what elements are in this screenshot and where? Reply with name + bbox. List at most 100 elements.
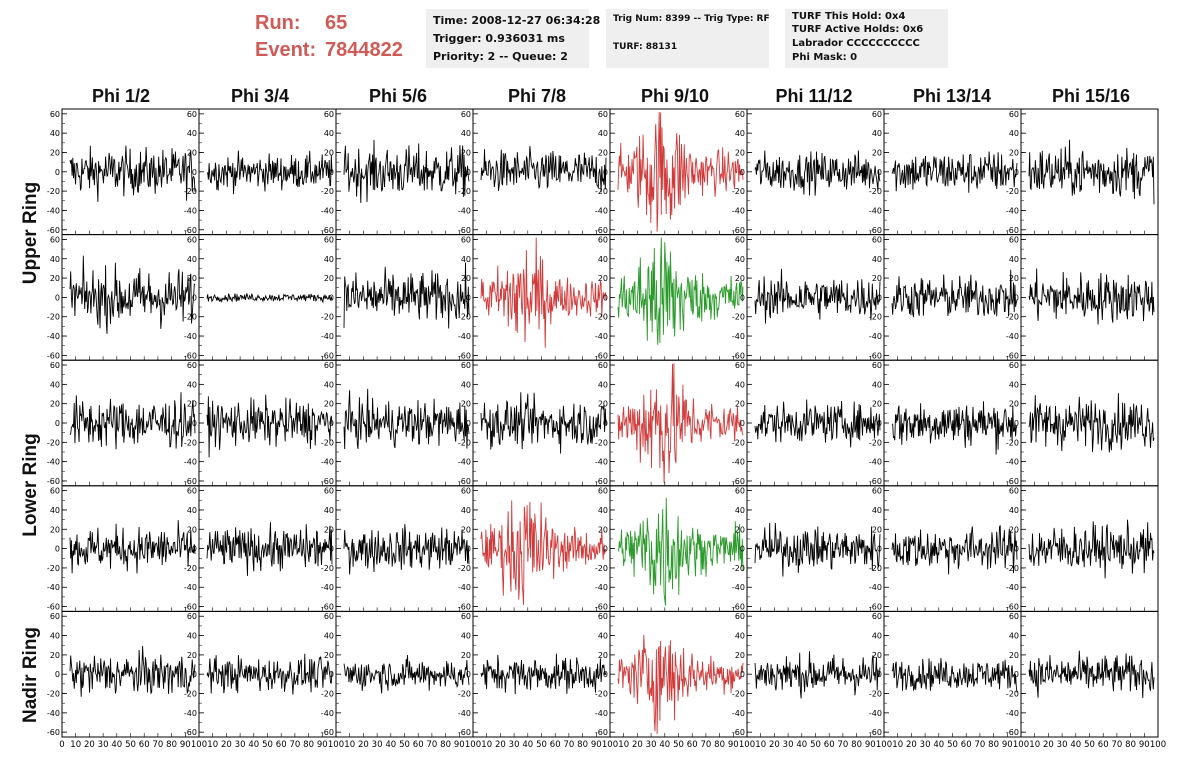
x-tick-label: 30 [1057,740,1068,750]
x-tick-label: 30 [235,740,246,750]
panel-frame [609,610,748,738]
x-tick-label: 80 [714,740,725,750]
y-tick-label: 40 [50,380,60,389]
waveform-panel: 60 40 20 0 -20 -40 -60 [321,108,474,236]
waveform-panel: 60 40 20 0 -20 -40 -60 [869,234,1022,361]
y-tick-label: -60 [595,477,608,486]
time-text: Time: 2008-12-27 06:34:28 [433,14,601,27]
turf-active-holds-text: TURF Active Holds: 0x6 [792,24,924,35]
x-tick-label: 100 [465,740,481,750]
y-tick-label: -60 [869,226,882,235]
waveform-trace [1028,139,1155,205]
y-tick-label: -40 [321,709,334,718]
y-tick-label: -60 [184,351,197,360]
y-tick-label: 0 [192,419,197,428]
x-tick-label: 10 [344,740,355,750]
x-tick-label: 40 [522,740,533,750]
y-tick-label: 0 [1014,419,1019,428]
y-tick-label: 40 [187,380,197,389]
y-tick-label: -60 [458,477,471,486]
y-tick-label: -20 [458,690,471,699]
waveform-trace [617,111,744,232]
waveform-panel: 60 40 20 0 -20 -40 -60 [458,108,611,236]
y-tick-label: -40 [458,458,471,467]
y-tick-label: -60 [1006,226,1019,235]
y-tick-label: 0 [1014,670,1019,679]
waveform-trace [343,139,470,203]
trigger-info-box: Trig Num: 8399 -- Trig Type: RF TURF: 88… [606,9,770,68]
y-tick-label: 40 [324,632,334,641]
y-tick-label: 40 [735,255,745,264]
panel-frame [198,610,337,738]
y-tick-label: 40 [187,129,197,138]
x-tick-label: 100 [191,740,207,750]
y-tick-label: 60 [1009,612,1019,621]
y-tick-label: 20 [187,148,197,157]
x-tick-label: 100 [328,740,344,750]
y-tick-label: 40 [872,506,882,515]
y-tick-label: -20 [47,438,60,447]
x-tick-label: 80 [303,740,314,750]
waveform-panel: 60 40 20 0 -20 -40 -60 [458,234,611,361]
y-tick-label: 0 [466,545,471,554]
y-tick-label: -60 [732,226,745,235]
y-tick-label: 60 [1009,235,1019,244]
x-tick-label: 80 [851,740,862,750]
waveform-panel: 60 40 20 0 -20 -40 -60 [47,610,200,738]
y-tick-label: 40 [187,632,197,641]
waveform-trace [480,653,607,695]
y-tick-label: -60 [595,226,608,235]
y-tick-label: -20 [732,690,745,699]
x-tick-label: 90 [454,740,465,750]
y-tick-label: 40 [461,255,471,264]
x-tick-label: 90 [865,740,876,750]
y-tick-label: -20 [869,690,882,699]
x-tick-label: 60 [687,740,698,750]
waveform-trace [617,634,744,735]
turf-info-box: TURF This Hold: 0x4 TURF Active Holds: 0… [785,9,948,68]
x-tick-label: 90 [728,740,739,750]
y-tick-label: 20 [461,651,471,660]
event-label: Event: [255,39,317,61]
waveform-trace [69,145,196,202]
y-tick-label: 60 [872,487,882,496]
y-tick-label: -20 [595,564,608,573]
y-tick-label: 60 [598,612,608,621]
y-tick-label: 20 [872,400,882,409]
y-tick-label: 20 [735,651,745,660]
x-tick-label: 100 [876,740,892,750]
y-tick-label: -20 [47,690,60,699]
waveform-panel: 60 40 20 0 -20 -40 -60 [47,108,200,236]
y-tick-label: 0 [740,670,745,679]
x-tick-label: 0 [59,740,64,750]
y-tick-label: -40 [184,206,197,215]
y-tick-label: -20 [184,690,197,699]
y-tick-label: 60 [872,110,882,119]
y-tick-label: -20 [184,564,197,573]
y-tick-label: -20 [595,438,608,447]
y-tick-label: 20 [50,274,60,283]
y-tick-label: 40 [735,506,745,515]
x-tick-label: 60 [550,740,561,750]
waveform-trace [343,524,470,575]
y-tick-label: -40 [47,709,60,718]
y-tick-label: 60 [872,612,882,621]
x-tick-label: 90 [591,740,602,750]
y-tick-label: 20 [1009,148,1019,157]
y-tick-label: 40 [598,506,608,515]
y-tick-label: 60 [324,235,334,244]
x-tick-label: 30 [509,740,520,750]
column-header-phi-1-2: Phi 1/2 [91,86,151,106]
y-tick-label: 0 [603,419,608,428]
y-tick-label: 0 [877,545,882,554]
waveform-panel: 60 40 20 0 -20 -40 -60 [47,359,200,487]
y-tick-label: -40 [184,583,197,592]
y-tick-label: 40 [598,255,608,264]
y-tick-label: 60 [324,110,334,119]
y-tick-label: -40 [869,332,882,341]
x-tick-label: 70 [152,740,163,750]
x-tick-label: 20 [84,740,95,750]
y-tick-label: -40 [47,206,60,215]
y-tick-label: -20 [321,313,334,322]
y-tick-label: 20 [50,400,60,409]
